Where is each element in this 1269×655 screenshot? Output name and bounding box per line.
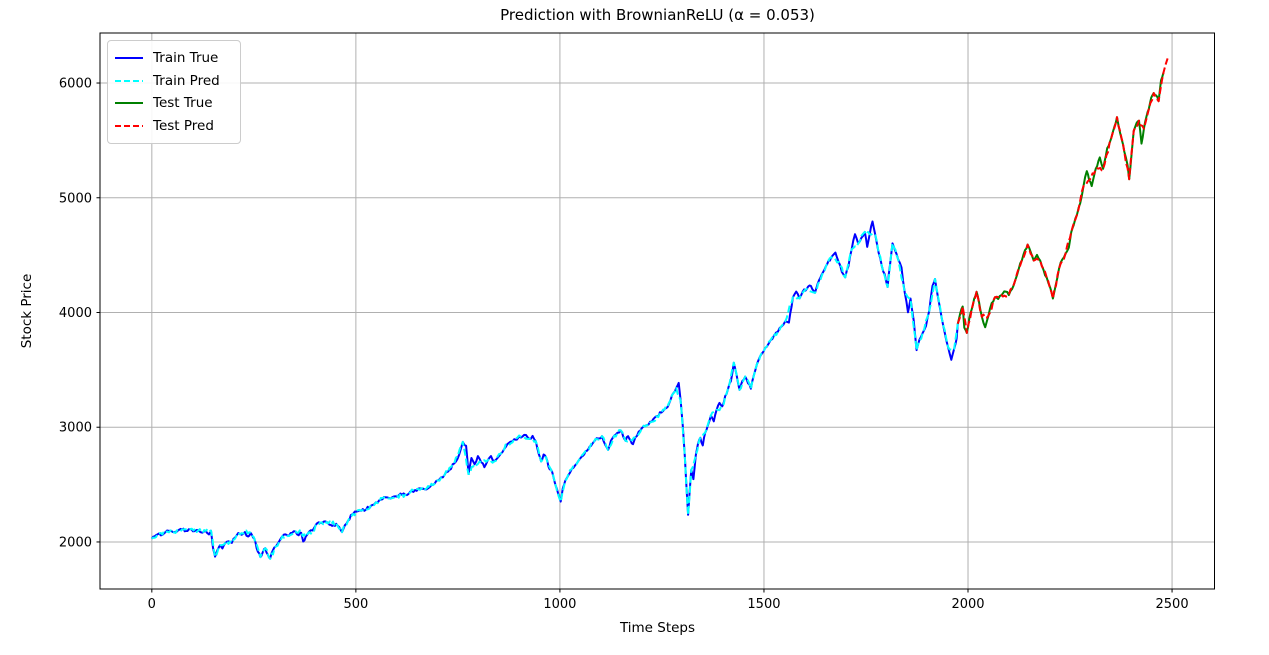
legend-line-sample xyxy=(115,57,143,60)
legend: Train True Train Pred Test True Test Pred xyxy=(107,40,241,144)
legend-line-sample xyxy=(115,124,143,127)
legend-item-test-pred: Test Pred xyxy=(115,115,232,138)
legend-label: Test Pred xyxy=(153,117,214,134)
y-axis-label: Stock Price xyxy=(19,273,35,349)
plot-border xyxy=(99,32,1215,590)
legend-line-sample xyxy=(115,79,143,82)
legend-item-test-true: Test True xyxy=(115,92,232,115)
legend-label: Train True xyxy=(153,50,219,67)
x-tick-label: 0 xyxy=(148,597,156,612)
series-line-test-true xyxy=(956,72,1165,334)
y-tick-label: 4000 xyxy=(59,306,92,321)
legend-label: Test True xyxy=(153,95,213,112)
tick-labels: 0 500 1000 1500 2000 2500 2000 3000 4000 5000 6000 xyxy=(59,77,1189,612)
x-tick-label: 2000 xyxy=(951,597,984,612)
legend-item-train-pred: Train Pred xyxy=(115,70,232,93)
x-tick-label: 500 xyxy=(343,597,368,612)
grid xyxy=(100,33,1215,589)
series-line-test-pred xyxy=(956,58,1169,334)
x-tick-label: 2500 xyxy=(1156,597,1189,612)
series-group xyxy=(150,58,1169,560)
legend-item-train-true: Train True xyxy=(115,47,232,70)
x-tick-label: 1500 xyxy=(747,597,780,612)
series-line-train-true xyxy=(150,220,959,560)
x-tick-label: 1000 xyxy=(543,597,576,612)
chart-title: Prediction with BrownianReLU (α = 0.053) xyxy=(500,6,815,24)
y-tick-label: 5000 xyxy=(59,191,92,206)
x-axis-label: Time Steps xyxy=(619,620,696,636)
y-tick-label: 2000 xyxy=(59,535,92,550)
legend-label: Train Pred xyxy=(153,72,220,89)
legend-line-sample xyxy=(115,102,143,105)
tick-marks xyxy=(96,82,1173,593)
y-tick-label: 6000 xyxy=(59,77,92,92)
y-tick-label: 3000 xyxy=(59,421,92,436)
series-line-train-pred xyxy=(151,230,959,560)
